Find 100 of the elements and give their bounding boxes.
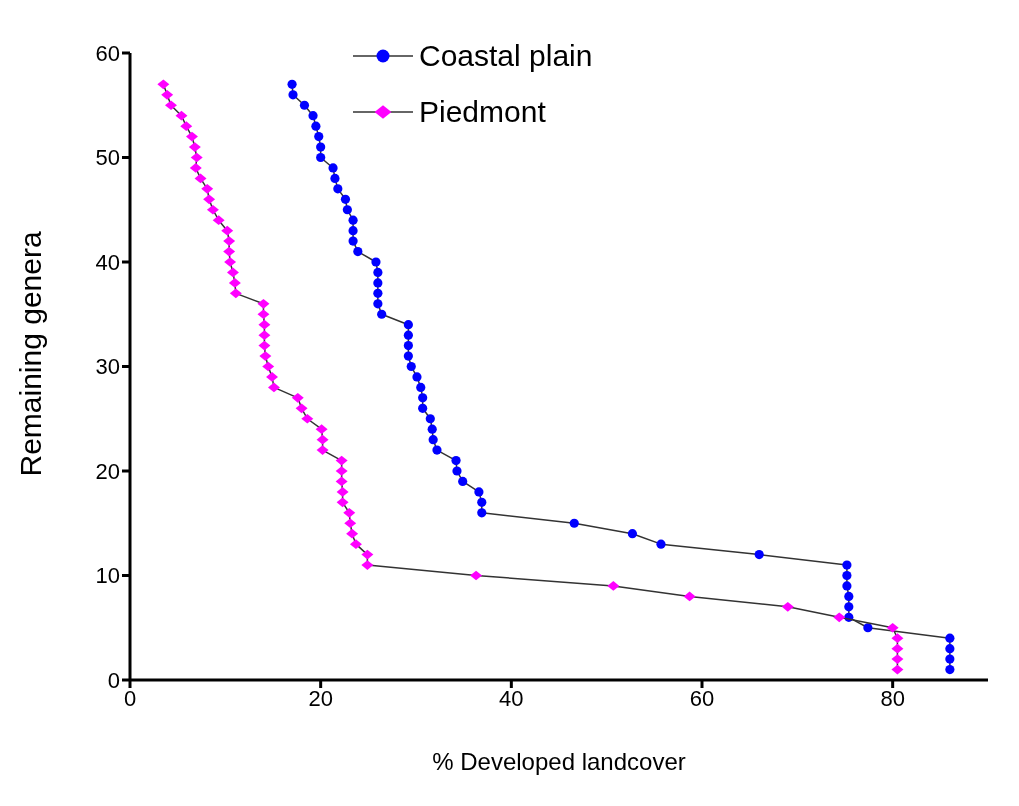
point (353, 246, 363, 257)
point (288, 90, 298, 100)
y-tick-label: 60 (95, 40, 120, 66)
point (833, 612, 846, 623)
point (291, 393, 304, 403)
point (349, 539, 362, 549)
point (945, 644, 955, 654)
point (403, 351, 413, 361)
point (452, 466, 462, 476)
point (346, 528, 359, 539)
point (175, 110, 188, 121)
point (316, 445, 329, 455)
point (316, 152, 326, 163)
point (206, 204, 219, 215)
point (418, 393, 428, 403)
point (348, 226, 358, 236)
point (229, 288, 242, 299)
point (157, 79, 170, 90)
point (451, 455, 461, 466)
point (416, 382, 426, 392)
point (569, 518, 579, 528)
point (165, 100, 177, 111)
y-tick-label: 10 (95, 563, 120, 589)
point (259, 351, 272, 361)
point (335, 476, 348, 487)
y-tick-label: 20 (95, 458, 120, 484)
point (373, 299, 383, 309)
point (257, 309, 270, 320)
point (348, 236, 358, 246)
point (194, 173, 207, 184)
point (432, 445, 442, 455)
point (203, 194, 216, 205)
point (781, 602, 794, 612)
point (161, 89, 174, 100)
y-tick-label: 30 (95, 354, 120, 380)
point (844, 591, 854, 601)
point (258, 340, 271, 351)
point (428, 435, 438, 445)
point (842, 560, 852, 570)
point (403, 341, 413, 351)
point (683, 591, 696, 602)
x-axis-title: % Developed landcover (432, 748, 686, 775)
point (223, 246, 236, 257)
point (477, 508, 487, 518)
point (377, 309, 387, 319)
point (427, 424, 437, 434)
point (754, 550, 764, 560)
point (348, 215, 358, 225)
point (226, 267, 239, 278)
point (190, 152, 203, 163)
point (458, 476, 468, 487)
point (371, 257, 381, 267)
point (333, 184, 343, 194)
x-tick-label: 60 (689, 685, 715, 711)
point (425, 414, 435, 424)
x-tick-label: 80 (880, 685, 905, 711)
point (266, 372, 279, 382)
point (335, 466, 348, 476)
point (477, 497, 487, 507)
y-tick-label: 0 (107, 667, 120, 693)
point (330, 173, 340, 183)
point (188, 142, 201, 152)
point (336, 487, 349, 497)
point (201, 184, 214, 194)
point (418, 403, 428, 413)
point (842, 581, 852, 591)
point (221, 225, 234, 236)
point (373, 288, 383, 298)
point (224, 257, 237, 267)
point (316, 434, 329, 445)
point (262, 361, 275, 372)
point (844, 602, 854, 612)
point (311, 121, 321, 131)
point (470, 570, 483, 581)
point (340, 194, 351, 204)
point (287, 79, 297, 89)
point (886, 622, 899, 633)
point (212, 215, 225, 226)
point (314, 132, 324, 142)
x-tick-label: 20 (308, 685, 333, 711)
point (223, 236, 236, 246)
point (315, 424, 328, 435)
point (891, 654, 904, 664)
point (328, 163, 338, 173)
point (373, 267, 383, 278)
point (267, 382, 280, 393)
y-axis-title: Remaining genera (13, 231, 47, 477)
point (228, 278, 241, 288)
point (406, 361, 416, 372)
x-tick-label: 40 (499, 685, 524, 711)
legend-label: Coastal plain (419, 39, 593, 73)
point (299, 100, 310, 110)
point (403, 330, 413, 340)
point (373, 278, 383, 288)
point (891, 664, 904, 675)
point (656, 539, 666, 549)
point (412, 372, 422, 382)
y-tick-label: 40 (95, 249, 120, 275)
point (361, 549, 374, 560)
point (891, 643, 904, 654)
